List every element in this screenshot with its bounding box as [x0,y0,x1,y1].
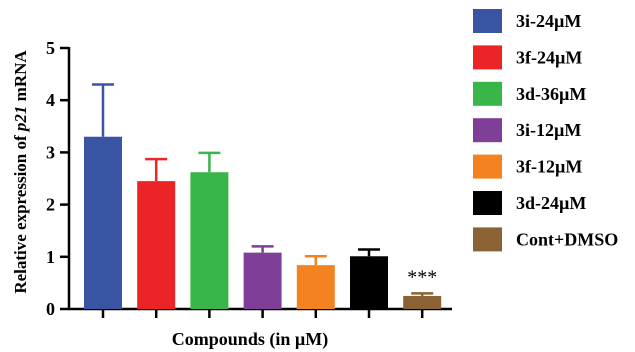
x-axis-label: Compounds (in µM) [172,329,328,350]
y-ticks: 0 1 2 3 4 5 [46,38,69,319]
legend-swatch [473,81,502,106]
legend-label: 3d-36µM [516,84,586,104]
y-tick-label: 0 [46,299,55,319]
bar [84,136,122,309]
legend-label: 3i-12µM [516,120,581,140]
legend-swatch [473,9,502,33]
annotations: *** [407,266,437,288]
legend-label: 3i-24µM [516,11,581,31]
bar [190,172,229,309]
legend-swatch [473,45,502,70]
y-axis-label-part-3: mRNA [11,50,30,106]
y-axis-label-part-1: Relative expression of [11,131,30,294]
bar [243,252,282,309]
legend: 3i-24µM 3f-24µM 3d-36µM 3i-12µM 3f-12µM 3d-24… [473,9,618,252]
legend-swatch [473,154,502,179]
legend-label: Cont+DMSO [516,229,618,249]
bar [350,256,388,309]
bar [137,181,176,309]
legend-swatch [473,191,502,215]
legend-swatch [473,227,502,252]
y-tick-label: 2 [46,195,55,215]
legend-label: 3f-24µM [516,47,582,67]
y-tick-label: 5 [46,38,55,58]
y-tick-label: 1 [46,247,55,267]
legend-label: 3d-24µM [516,193,586,213]
y-axis-label: Relative expression of p21 mRNA [11,50,30,294]
significance-annotation: *** [407,266,437,288]
x-ticks [101,309,424,318]
y-tick-label: 3 [46,142,55,162]
bars [84,83,442,309]
y-tick-label: 4 [46,90,55,110]
legend-swatch [473,118,502,143]
bar [296,265,335,309]
bar [403,295,442,309]
legend-label: 3f-12µM [516,157,582,177]
y-axis-label-italic-part: p21 [11,106,30,134]
